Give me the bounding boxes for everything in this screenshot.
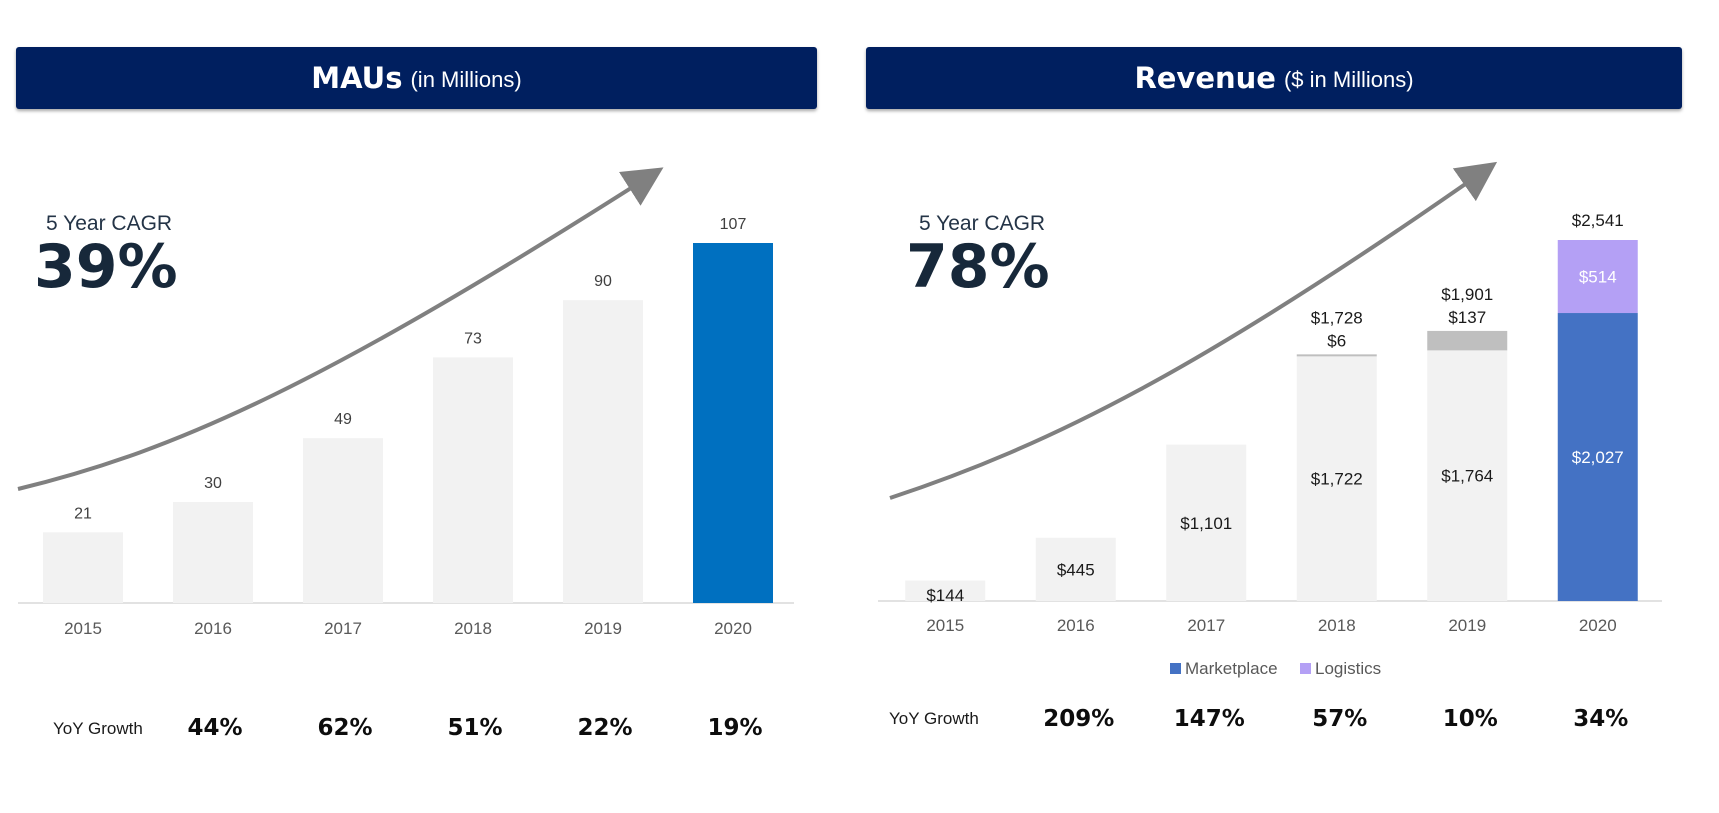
mau-yoy-2017: 62%: [317, 715, 372, 741]
legend-swatch-logistics: [1300, 663, 1311, 674]
revenue-segment-label-base-2017: $1,101: [1180, 514, 1232, 533]
mau-tick-2017: 2017: [324, 619, 362, 638]
revenue-bar-logistics-2020: [1557, 240, 1638, 314]
legend-label-marketplace: Marketplace: [1185, 659, 1278, 678]
revenue-segment-label-marketplace-2020: $2,027: [1572, 448, 1624, 467]
revenue-bar-base-2017: [1166, 444, 1247, 601]
mau-tick-2018: 2018: [454, 619, 492, 638]
revenue-bar-base-2015: [905, 580, 986, 601]
mau-value-label-2019: 90: [594, 273, 612, 290]
mau-bar-2019: [563, 300, 643, 603]
mau-trend-arrow: [17, 167, 664, 491]
revenue-yoy-2020: 34%: [1573, 706, 1628, 732]
mau-yoy-label: YoY Growth: [53, 719, 143, 738]
revenue-bar-base-2016: [1035, 537, 1116, 601]
revenue-chart: 5 Year CAGR 78% $144 2015 $445 2016 $1,101 20…: [878, 161, 1662, 732]
mau-bar-2015: [43, 532, 123, 603]
mau-value-label-2018: 73: [464, 330, 482, 347]
mau-chart: 5 Year CAGR 39% 21 2015 30 2016 49 2017 73 2018…: [17, 167, 794, 741]
revenue-segment-label-base-2016: $445: [1057, 560, 1095, 579]
mau-yoy-2020: 19%: [707, 715, 762, 741]
revenue-bar-base-2018: [1296, 356, 1377, 601]
revenue-tick-2016: 2016: [1057, 616, 1095, 635]
revenue-tick-2017: 2017: [1187, 616, 1225, 635]
mau-tick-2019: 2019: [584, 619, 622, 638]
revenue-other-label-2018: $6: [1327, 331, 1346, 350]
revenue-tick-2020: 2020: [1579, 616, 1617, 635]
mau-panel: MAUs (in Millions) 5 Year CAGR 39% 21 201…: [16, 47, 817, 741]
revenue-bar-base-2019: [1427, 350, 1508, 601]
mau-header: MAUs (in Millions): [16, 47, 817, 109]
mau-value-label-2016: 30: [204, 475, 222, 492]
revenue-yoy-2018: 57%: [1312, 706, 1367, 732]
revenue-segment-label-base-2018: $1,722: [1311, 470, 1363, 489]
mau-bar-2018: [433, 357, 513, 603]
mau-yoy-2019: 22%: [577, 715, 632, 741]
mau-tick-2016: 2016: [194, 619, 232, 638]
revenue-subtitle: ($ in Millions): [1283, 67, 1414, 92]
mau-yoy-2016: 44%: [187, 715, 242, 741]
revenue-bar-other-2018: [1296, 354, 1377, 357]
mau-value-label-2017: 49: [334, 411, 352, 428]
revenue-total-label-2019: $1,901: [1441, 285, 1493, 304]
revenue-panel: Revenue ($ in Millions) 5 Year CAGR 78% …: [860, 0, 1719, 813]
revenue-trend-arrow: [889, 161, 1498, 500]
revenue-cagr-value: 78%: [906, 232, 1050, 302]
revenue-tick-2019: 2019: [1448, 616, 1486, 635]
revenue-cagr-label: 5 Year CAGR: [919, 212, 1045, 235]
revenue-yoy-label: YoY Growth: [889, 709, 979, 728]
mau-title: MAUs: [311, 61, 403, 95]
mau-cagr-label: 5 Year CAGR: [46, 212, 172, 235]
mau-bar-2020: [693, 243, 773, 603]
mau-tick-2020: 2020: [714, 619, 752, 638]
revenue-tick-2018: 2018: [1318, 616, 1356, 635]
revenue-segment-label-base-2019: $1,764: [1441, 467, 1493, 486]
revenue-yoy-2016: 209%: [1043, 706, 1114, 732]
revenue-bar-other-2019: [1427, 330, 1508, 351]
revenue-other-label-2019: $137: [1448, 308, 1486, 327]
mau-cagr-value: 39%: [34, 232, 178, 302]
revenue-total-label-2018: $1,728: [1311, 308, 1363, 327]
revenue-tick-2015: 2015: [926, 616, 964, 635]
mau-yoy-2018: 51%: [447, 715, 502, 741]
mau-bar-2016: [173, 502, 253, 603]
legend-swatch-marketplace: [1170, 663, 1181, 674]
revenue-bar-marketplace-2020: [1557, 313, 1638, 601]
mau-tick-2015: 2015: [64, 619, 102, 638]
mau-value-label-2020: 107: [720, 216, 747, 233]
mau-subtitle: (in Millions): [410, 67, 522, 92]
revenue-segment-label-logistics-2020: $514: [1579, 268, 1617, 287]
revenue-header: Revenue ($ in Millions): [866, 47, 1682, 109]
revenue-title: Revenue: [1134, 61, 1276, 95]
revenue-yoy-2019: 10%: [1443, 706, 1498, 732]
legend-label-logistics: Logistics: [1315, 659, 1381, 678]
revenue-segment-label-base-2015: $144: [926, 586, 964, 605]
mau-bar-2017: [303, 438, 383, 603]
revenue-total-label-2020: $2,541: [1572, 211, 1624, 230]
revenue-yoy-2017: 147%: [1174, 706, 1245, 732]
mau-value-label-2015: 21: [74, 505, 92, 522]
